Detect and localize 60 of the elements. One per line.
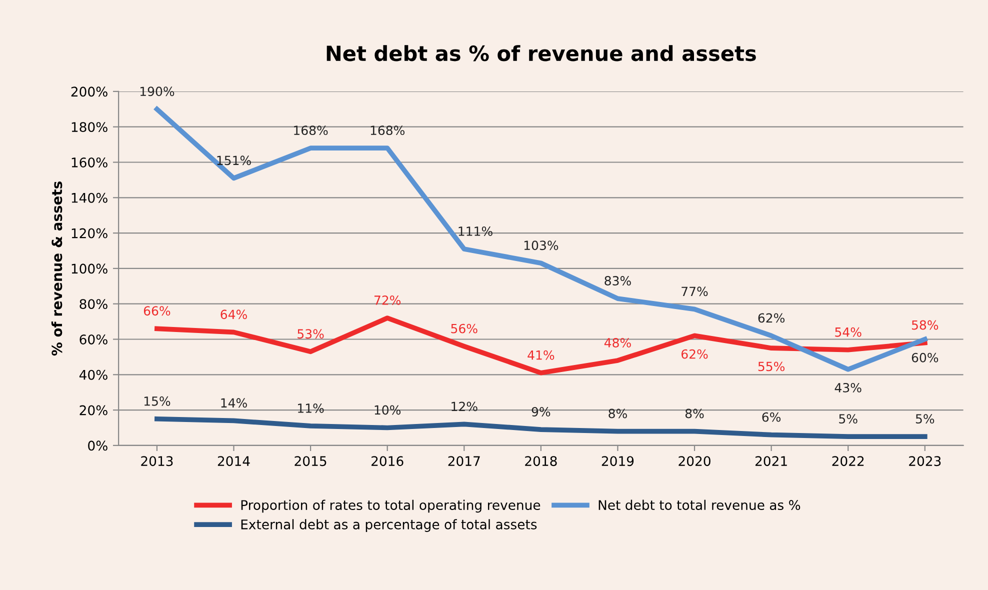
data-label: 41% [528,350,554,360]
x-tick-label: 2016 [372,456,404,466]
x-tick-label: 2023 [909,456,941,466]
x-tick-label: 2019 [602,456,634,466]
y-tick-label: 160% [72,157,108,168]
data-label: 58% [912,320,938,330]
x-tick-label: 2017 [448,456,480,466]
x-tick-label: 2014 [218,456,250,466]
legend-label: Net debt to total revenue as % [598,500,800,510]
data-label: 48% [604,338,631,348]
data-label: 14% [221,398,247,408]
y-tick-label: 100% [72,264,108,274]
y-tick-label: 20% [80,405,108,416]
x-tick-label: 2013 [141,456,173,466]
data-label: 168% [294,126,328,136]
data-label: 12% [452,402,478,412]
data-label: 72% [374,296,401,305]
data-label: 151% [217,156,251,166]
data-label: 10% [374,405,401,415]
data-label: 77% [682,286,708,296]
data-label: 64% [220,310,247,320]
data-label: 103% [524,240,558,250]
data-label: 60% [912,352,938,362]
y-tick-label: 180% [72,122,108,132]
y-tick-label: 80% [80,299,108,310]
data-label: 5% [839,414,858,424]
x-tick-label: 2015 [294,456,326,466]
data-label: 111% [458,226,492,236]
data-label: 62% [758,313,785,323]
legend-label: Proportion of rates to total operating revenue [241,500,540,513]
data-label: 53% [298,329,324,339]
data-label: 66% [144,306,170,316]
chart-title: Net debt as % of revenue and assets [326,45,756,62]
data-label: 8% [685,408,704,418]
y-tick-label: 0% [88,440,108,451]
y-axis-title: % of revenue & assets [51,182,62,356]
data-label: 83% [604,276,631,286]
data-label: 43% [834,382,862,392]
data-label: 15% [144,396,170,406]
data-label: 11% [298,403,324,413]
x-tick-label: 2020 [678,456,710,466]
x-tick-label: 2021 [755,456,787,466]
x-tick-label: 2018 [525,456,557,466]
data-label: 5% [916,414,934,424]
legend-label: External debt as a percentage of total assets [241,519,537,532]
data-label: 54% [835,327,862,337]
data-label: 190% [140,86,174,96]
y-tick-label: 140% [72,192,108,203]
y-tick-label: 40% [79,370,108,380]
data-label: 6% [762,412,781,422]
data-label: 55% [758,362,785,372]
y-tick-label: 200% [71,86,108,97]
x-tick-label: 2022 [832,456,864,466]
data-label: 8% [608,408,627,418]
data-label: 62% [682,349,708,359]
y-tick-label: 60% [80,334,108,344]
data-label: 168% [370,126,405,136]
data-label: 56% [451,324,478,334]
y-tick-label: 120% [72,228,108,238]
data-label: 9% [532,407,550,416]
